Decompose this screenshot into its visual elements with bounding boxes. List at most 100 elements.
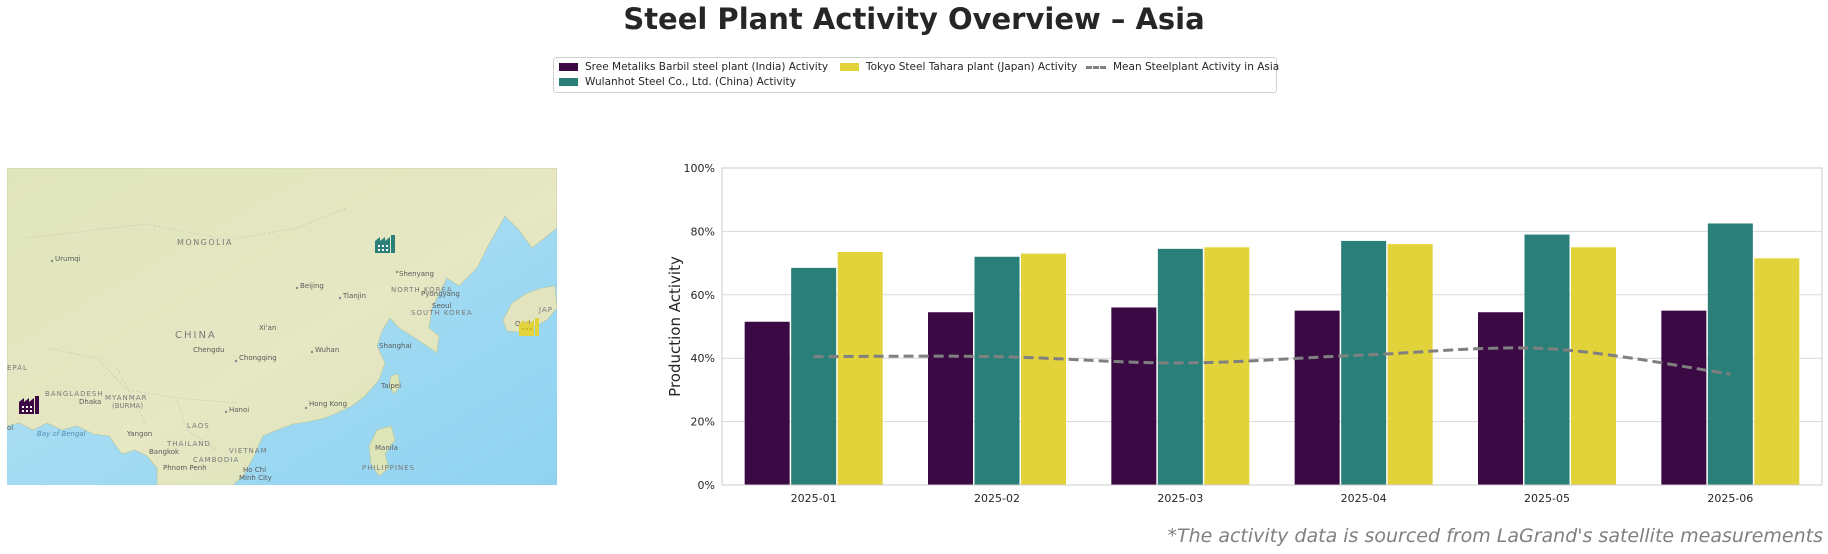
map-label-mongolia: MONGOLIA — [177, 238, 233, 247]
factory-window — [22, 410, 24, 412]
factory-window — [526, 328, 528, 330]
factory-window — [382, 249, 384, 251]
city-kolkata: ol — [7, 424, 13, 432]
legend-item-mean: Mean Steelplant Activity in Asia — [1086, 61, 1279, 73]
legend-label-mean: Mean Steelplant Activity in Asia — [1113, 61, 1280, 73]
factory-window — [530, 328, 532, 330]
city-shanghai: Shanghai — [379, 342, 412, 350]
factory-window — [30, 410, 32, 412]
city-dot-tianjin — [338, 296, 342, 300]
bar — [837, 252, 883, 485]
y-tick-labels: 0% 20% 40% 60% 80% 100% — [684, 162, 715, 492]
legend-item-wulanhot: Wulanhot Steel Co., Ltd. (China) Activit… — [559, 76, 796, 88]
x-tick-labels: 2025-01 2025-02 2025-03 2025-04 2025-05 2025-… — [791, 492, 1754, 505]
factory-window — [22, 406, 24, 408]
factory-marker-tokyo-steel[interactable] — [519, 318, 539, 336]
bar — [1661, 310, 1707, 485]
city-minh-city: Minh City — [239, 474, 272, 482]
x-tick-label: 2025-05 — [1524, 492, 1570, 505]
city-dot-beijing — [295, 286, 299, 290]
legend-item-sree-metaliks: Sree Metaliks Barbil steel plant (India)… — [559, 61, 828, 73]
x-tick-label: 2025-01 — [791, 492, 837, 505]
map-label-cambodia: CAMBODIA — [193, 456, 239, 464]
map-label-philippines: PHILIPPINES — [362, 464, 415, 472]
bar — [1204, 247, 1250, 485]
city-manila: Manila — [375, 444, 398, 452]
y-tick-label: 40% — [691, 352, 715, 365]
factory-icon — [19, 396, 39, 414]
bar — [1294, 310, 1340, 485]
mean-line-layer — [813, 346, 1731, 376]
bar — [1341, 240, 1387, 485]
legend-swatch-tokyo-steel — [840, 63, 859, 71]
city-dot-hanoi — [224, 410, 228, 414]
y-tick-label: 60% — [691, 289, 715, 302]
map-label-bangladesh: BANGLADESH — [45, 390, 104, 398]
chart-title: Steel Plant Activity Overview – Asia — [623, 2, 1205, 36]
city-tianjin: Tianjin — [342, 292, 366, 300]
factory-window — [378, 245, 380, 247]
bar — [1571, 247, 1616, 485]
map-taiwan-island — [388, 373, 401, 395]
bar — [1754, 258, 1800, 485]
factory-window — [382, 245, 384, 247]
bar — [1524, 234, 1570, 485]
city-chengdu: Chengdu — [193, 346, 224, 354]
legend-label-wulanhot: Wulanhot Steel Co., Ltd. (China) Activit… — [585, 76, 796, 88]
factory-window — [386, 245, 388, 247]
bar — [928, 312, 973, 485]
bar — [1707, 223, 1753, 485]
bar — [1021, 253, 1066, 485]
map-label-vietnam: VIETNAM — [229, 447, 268, 455]
city-shenyang: Shenyang — [399, 270, 434, 278]
city-dhaka: Dhaka — [79, 398, 101, 406]
city-hong-kong: Hong Kong — [309, 400, 347, 408]
map-label-burma: (BURMA) — [112, 402, 143, 410]
bar — [1387, 244, 1433, 485]
legend: Sree Metaliks Barbil steel plant (India)… — [553, 57, 1279, 93]
y-tick-label: 80% — [691, 225, 715, 238]
legend-item-tokyo-steel: Tokyo Steel Tahara plant (Japan) Activit… — [840, 61, 1077, 73]
factory-window — [386, 249, 388, 251]
map-japan-island — [502, 285, 557, 333]
factory-icon — [375, 235, 395, 253]
legend-label-tokyo-steel: Tokyo Steel Tahara plant (Japan) Activit… — [866, 61, 1078, 73]
city-chongqing: Chongqing — [239, 354, 277, 362]
city-dot-chongqing — [234, 359, 238, 363]
city-dot-urumqi — [50, 259, 54, 263]
bars — [744, 223, 1800, 485]
bar — [1478, 312, 1523, 485]
factory-marker-wulanhot[interactable] — [375, 235, 395, 253]
city-hanoi: Hanoi — [229, 406, 249, 414]
factory-marker-sree-metaliks[interactable] — [19, 396, 39, 414]
map-labels: MONGOLIA CHINA NORTH KOREA SOUTH KOREA B… — [7, 238, 553, 482]
map-label-south-korea: SOUTH KOREA — [411, 309, 473, 317]
map-label-laos: LAOS — [187, 422, 210, 430]
grid-lines — [722, 230, 1822, 423]
factory-window — [30, 406, 32, 408]
factory-window — [522, 328, 524, 330]
bar — [1157, 248, 1203, 485]
city-phnom-penh: Phnom Penh — [163, 464, 207, 472]
map-label-china: CHINA — [175, 330, 217, 341]
city-yangon: Yangon — [126, 430, 152, 438]
x-tick-label: 2025-04 — [1341, 492, 1387, 505]
bar-chart: 0% 20% 40% 60% 80% 100% 2025-01 2025-02 2025-03… — [666, 162, 1823, 505]
city-dot-wuhan — [310, 350, 314, 354]
city-pyongyang: Pyongyang — [421, 290, 460, 298]
x-tick-label: 2025-06 — [1707, 492, 1753, 505]
y-axis-label: Production Activity — [666, 256, 684, 397]
factory-window — [378, 249, 380, 251]
mean-activity-line — [813, 346, 1731, 376]
map-label-north-korea: NORTH KOREA — [391, 286, 453, 294]
city-xian: Xi'an — [259, 324, 276, 332]
map-label-japan: JAP — [538, 306, 553, 314]
map-land — [7, 168, 557, 485]
legend-label-sree-metaliks: Sree Metaliks Barbil steel plant (India)… — [585, 61, 829, 73]
map-luzon-island — [368, 425, 396, 477]
map-label-nepal: EPAL — [7, 364, 28, 372]
x-tick-label: 2025-03 — [1157, 492, 1203, 505]
city-dot-shenyang — [395, 270, 399, 274]
city-urumqi: Urumqi — [55, 255, 81, 263]
map-svg: MONGOLIA CHINA NORTH KOREA SOUTH KOREA B… — [7, 168, 557, 485]
